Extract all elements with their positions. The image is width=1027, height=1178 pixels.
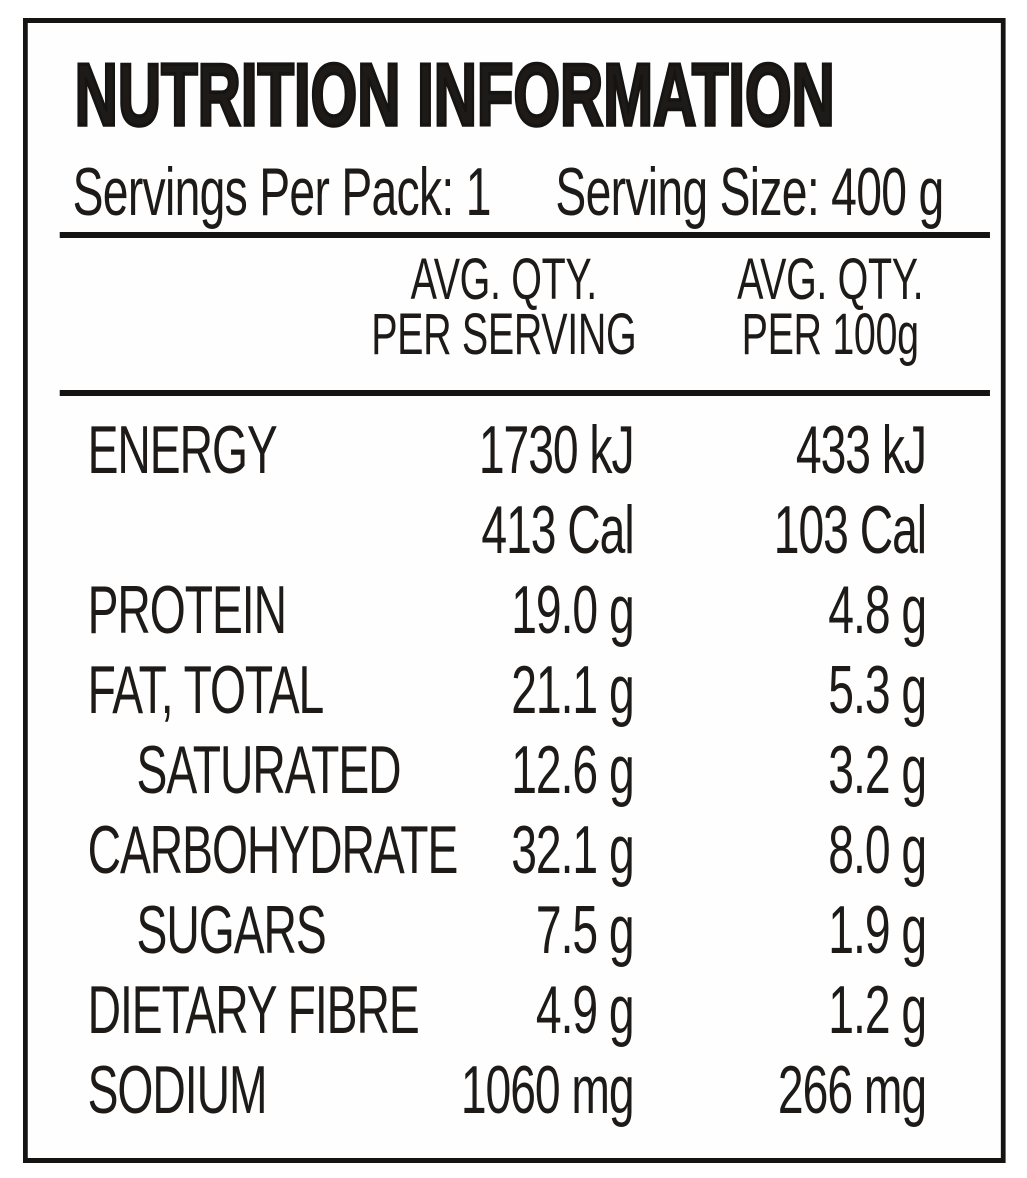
divider-top [59, 232, 990, 238]
column-header-per-100g: AVG. QTY. PER 100g [737, 247, 924, 367]
row-per-100g: 1.9 g [828, 892, 927, 968]
row-name: FAT, TOTAL [87, 652, 325, 728]
servings-line: Servings Per Pack: 1 Serving Size: 400 g [73, 155, 1001, 230]
row-per-serving: 7.5 g [535, 892, 635, 968]
table-row: SODIUM 1060 mg 266 mg [28, 1050, 1001, 1130]
row-per-serving: 1060 mg [460, 1052, 635, 1128]
table-row: FAT, TOTAL 21.1 g 5.3 g [28, 650, 1001, 730]
row-per-100g: 8.0 g [828, 812, 927, 888]
row-name: ENERGY [87, 412, 278, 488]
row-name: SUGARS [136, 892, 327, 968]
row-per-100g: 5.3 g [828, 652, 927, 728]
row-per-100g: 1.2 g [828, 972, 927, 1048]
page-title: NUTRITION INFORMATION [73, 45, 835, 144]
row-name [88, 490, 437, 570]
row-per-100g: 103 Cal [773, 492, 927, 568]
table-row: SUGARS 7.5 g 1.9 g [28, 890, 1001, 970]
table-row: DIETARY FIBRE 4.9 g 1.2 g [28, 970, 1001, 1050]
row-per-serving: 4.9 g [535, 972, 635, 1048]
table-header: AVG. QTY. PER SERVING AVG. QTY. PER 100g [28, 247, 1001, 367]
row-per-serving: 12.6 g [511, 732, 634, 808]
row-per-100g: 4.8 g [828, 572, 927, 648]
row-name: PROTEIN [87, 572, 287, 648]
column-header-line: AVG. QTY. [737, 247, 924, 312]
table-row: SATURATED 12.6 g 3.2 g [28, 730, 1001, 810]
row-per-100g: 433 kJ [795, 412, 927, 488]
table-row: CARBOHYDRATE 32.1 g 8.0 g [28, 810, 1001, 890]
column-header-line: AVG. QTY. [410, 247, 598, 312]
row-per-serving: 21.1 g [511, 652, 634, 728]
row-name: SATURATED [136, 732, 402, 808]
row-per-serving: 32.1 g [511, 812, 634, 888]
row-per-serving: 413 Cal [481, 492, 634, 568]
table-row: PROTEIN 19.0 g 4.8 g [28, 570, 1001, 650]
row-name: DIETARY FIBRE [87, 972, 420, 1048]
row-per-100g: 266 mg [777, 1052, 927, 1128]
row-name: SODIUM [87, 1052, 268, 1128]
servings-per-pack: Servings Per Pack: 1 [72, 154, 492, 230]
column-header-line: PER SERVING [371, 302, 637, 367]
table-row: ENERGY 1730 kJ 433 kJ [28, 410, 1001, 490]
row-per-serving: 1730 kJ [478, 412, 635, 488]
serving-size: Serving Size: 400 g [555, 154, 944, 230]
column-header-per-serving: AVG. QTY. PER SERVING [371, 247, 637, 367]
row-name: CARBOHYDRATE [87, 812, 459, 888]
row-per-100g: 3.2 g [828, 732, 927, 808]
nutrition-table-body: ENERGY 1730 kJ 433 kJ 413 Cal 103 Cal PR… [28, 410, 1001, 1130]
row-per-serving: 19.0 g [511, 572, 634, 648]
column-header-line: PER 100g [741, 302, 919, 367]
table-row: 413 Cal 103 Cal [28, 490, 1001, 570]
divider-header [59, 390, 990, 396]
nutrition-label: NUTRITION INFORMATION Servings Per Pack:… [23, 18, 1006, 1163]
